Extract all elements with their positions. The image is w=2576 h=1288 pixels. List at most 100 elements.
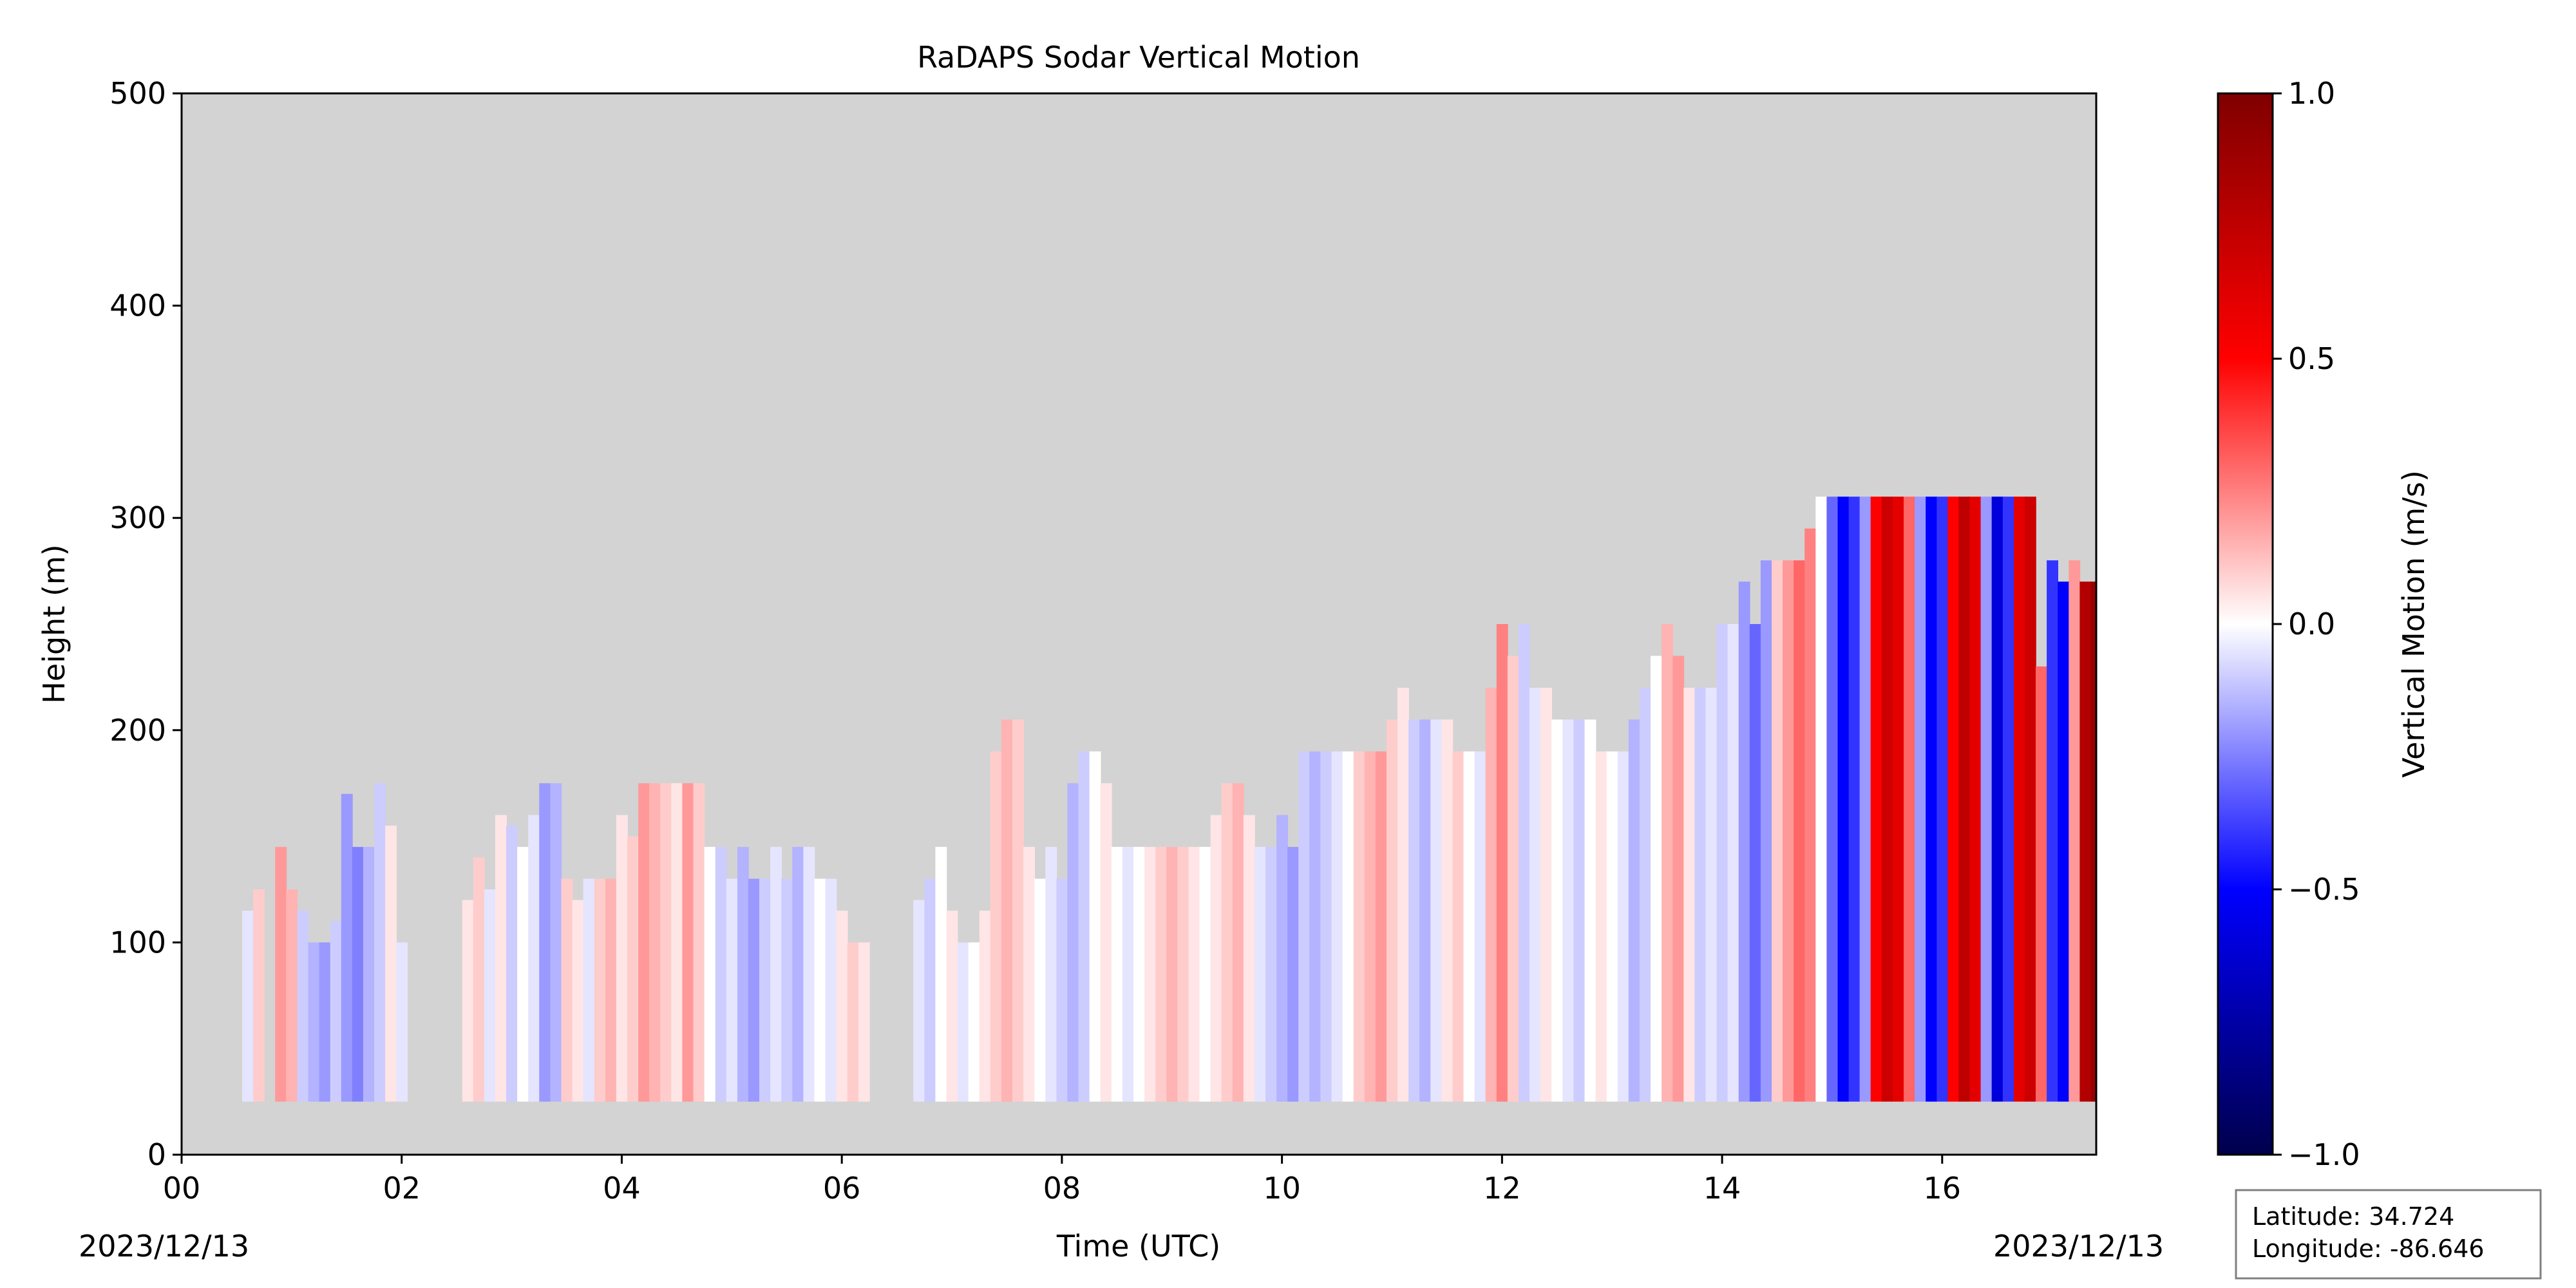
heatmap-cell [682, 783, 694, 1102]
heatmap-cell [1672, 656, 1685, 1102]
y-axis-label: Height (m) [37, 544, 71, 703]
heatmap-cell [1342, 751, 1354, 1102]
heatmap-cell [1530, 687, 1541, 1102]
heatmap-cell [792, 847, 804, 1102]
x-axis-label: Time (UTC) [1056, 1229, 1220, 1264]
heatmap-cell [1474, 751, 1486, 1102]
heatmap-cell [1551, 719, 1564, 1102]
colorbar-tick-label: 0.0 [2288, 607, 2335, 641]
x-tick-label: 06 [823, 1171, 861, 1206]
heatmap-cell [2079, 582, 2092, 1102]
x-axis: 00 02 04 06 08 10 12 14 16 [163, 1155, 1961, 1206]
y-tick-label: 200 [109, 713, 166, 748]
heatmap-cell [1991, 497, 2003, 1102]
heatmap-cell [693, 783, 705, 1102]
heatmap-cell [1639, 687, 1651, 1102]
heatmap-cell [1540, 687, 1552, 1102]
heatmap-cell [1045, 847, 1057, 1102]
heatmap-cell [1320, 751, 1332, 1102]
heatmap-cell [374, 783, 386, 1102]
heatmap-cell [308, 942, 320, 1102]
x-tick-label: 12 [1483, 1171, 1521, 1206]
heatmap-cell [1937, 497, 1949, 1102]
heatmap-cell [1969, 497, 1982, 1102]
colorbar-tick-label: 1.0 [2288, 76, 2335, 111]
heatmap-cell [1485, 687, 1497, 1102]
heatmap-cell [1958, 497, 1971, 1102]
heatmap-cell [605, 878, 617, 1102]
heatmap-cell [1309, 751, 1321, 1102]
heatmap-cell [1772, 560, 1783, 1102]
heatmap-cell [847, 942, 859, 1102]
heatmap-cell [1859, 497, 1871, 1102]
heatmap-cell [330, 921, 342, 1102]
x-tick-label: 16 [1924, 1171, 1962, 1206]
heatmap-cell [1683, 687, 1696, 1102]
heatmap-cell [1353, 751, 1365, 1102]
heatmap-cell [1265, 847, 1277, 1102]
plot-frame [180, 92, 2098, 1156]
heatmap-cell [1463, 751, 1475, 1102]
heatmap-cell [385, 826, 397, 1102]
heatmap-cell [1562, 719, 1575, 1102]
heatmap-cell [759, 878, 771, 1102]
heatmap-cell [1870, 497, 1882, 1102]
heatmap-cell [2002, 497, 2014, 1102]
heatmap-cell [319, 942, 331, 1102]
heatmap-cell [528, 815, 540, 1102]
heatmap-layer [242, 497, 2096, 1102]
heatmap-cell [2090, 582, 2096, 1102]
heatmap-cell [1298, 751, 1311, 1102]
heatmap-cell [649, 783, 661, 1102]
date-right: 2023/12/13 [1993, 1229, 2164, 1264]
heatmap-cell [1507, 656, 1519, 1102]
heatmap-cell [968, 942, 980, 1102]
heatmap-cell [2036, 666, 2047, 1102]
x-tick-label: 04 [603, 1171, 641, 1206]
heatmap-cell [638, 783, 650, 1102]
heatmap-cell [1826, 497, 1839, 1102]
heatmap-cell [1133, 847, 1145, 1102]
heatmap-cell [1067, 783, 1079, 1102]
heatmap-cell [1386, 719, 1398, 1102]
heatmap-cell [913, 900, 925, 1102]
heatmap-cell [1199, 847, 1211, 1102]
heatmap-cell [1749, 624, 1761, 1102]
heatmap-cell [715, 847, 727, 1102]
heatmap-cell [1210, 815, 1222, 1102]
heatmap-cell [2024, 497, 2036, 1102]
heatmap-cell [506, 826, 518, 1102]
heatmap-cell [1221, 783, 1233, 1102]
heatmap-cell [1705, 687, 1718, 1102]
heatmap-cell [1331, 751, 1343, 1102]
heatmap-cell [825, 878, 837, 1102]
heatmap-cell [1111, 847, 1123, 1102]
heatmap-cell [2058, 582, 2070, 1102]
heatmap-cell [1078, 751, 1090, 1102]
heatmap-cell [957, 942, 969, 1102]
y-tick-label: 0 [147, 1137, 166, 1172]
heatmap-cell [1375, 751, 1387, 1102]
heatmap-cell [1408, 719, 1420, 1102]
heatmap-cell [473, 857, 485, 1102]
heatmap-cell [1947, 497, 1960, 1102]
heatmap-cell [616, 815, 628, 1102]
heatmap-cell [946, 911, 958, 1102]
heatmap-cell [814, 878, 826, 1102]
heatmap-cell [594, 878, 606, 1102]
y-axis: 0 100 200 300 400 500 [109, 76, 182, 1172]
heatmap-cell [561, 878, 573, 1102]
heatmap-cell [858, 942, 870, 1102]
y-tick-label: 100 [109, 925, 166, 960]
heatmap-cell [924, 878, 936, 1102]
heatmap-cell [1716, 624, 1728, 1102]
heatmap-cell [1144, 847, 1156, 1102]
heatmap-cell [1573, 719, 1586, 1102]
heatmap-cell [1804, 528, 1817, 1102]
heatmap-cell [1915, 497, 1926, 1102]
y-tick-label: 300 [109, 500, 166, 535]
heatmap-cell [495, 815, 507, 1102]
heatmap-cell [1419, 719, 1432, 1102]
colorbar-ticks: 1.0 0.5 0.0 −0.5 −1.0 [2273, 76, 2360, 1172]
